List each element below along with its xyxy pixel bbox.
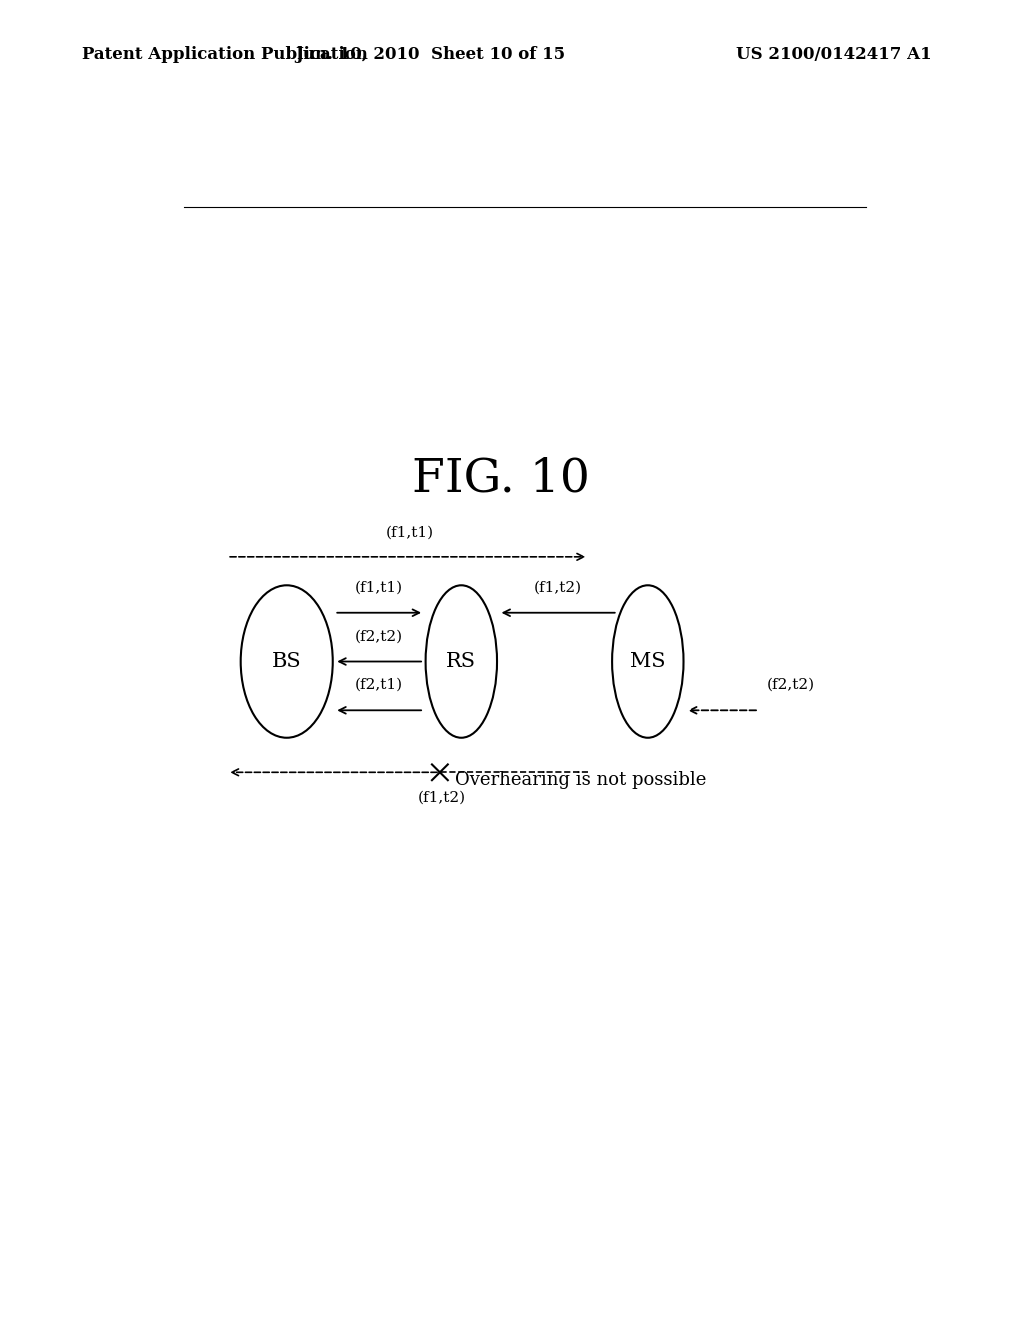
Text: (f1,t1): (f1,t1) (355, 581, 403, 594)
Text: (f1,t2): (f1,t2) (535, 581, 583, 594)
Text: Overhearing is not possible: Overhearing is not possible (455, 771, 707, 789)
Text: FIG. 10: FIG. 10 (412, 455, 590, 502)
Text: (f2,t2): (f2,t2) (767, 678, 815, 692)
Text: US 2100/0142417 A1: US 2100/0142417 A1 (736, 46, 932, 63)
Text: (f1,t2): (f1,t2) (418, 791, 466, 805)
Ellipse shape (612, 585, 684, 738)
Text: (f2,t1): (f2,t1) (355, 678, 403, 692)
Ellipse shape (241, 585, 333, 738)
Ellipse shape (426, 585, 497, 738)
Text: BS: BS (272, 652, 301, 671)
Text: Jun. 10, 2010  Sheet 10 of 15: Jun. 10, 2010 Sheet 10 of 15 (295, 46, 565, 63)
Text: RS: RS (446, 652, 476, 671)
Text: MS: MS (630, 652, 666, 671)
Text: (f2,t2): (f2,t2) (355, 630, 403, 643)
Text: (f1,t1): (f1,t1) (386, 525, 434, 540)
Text: Patent Application Publication: Patent Application Publication (82, 46, 368, 63)
